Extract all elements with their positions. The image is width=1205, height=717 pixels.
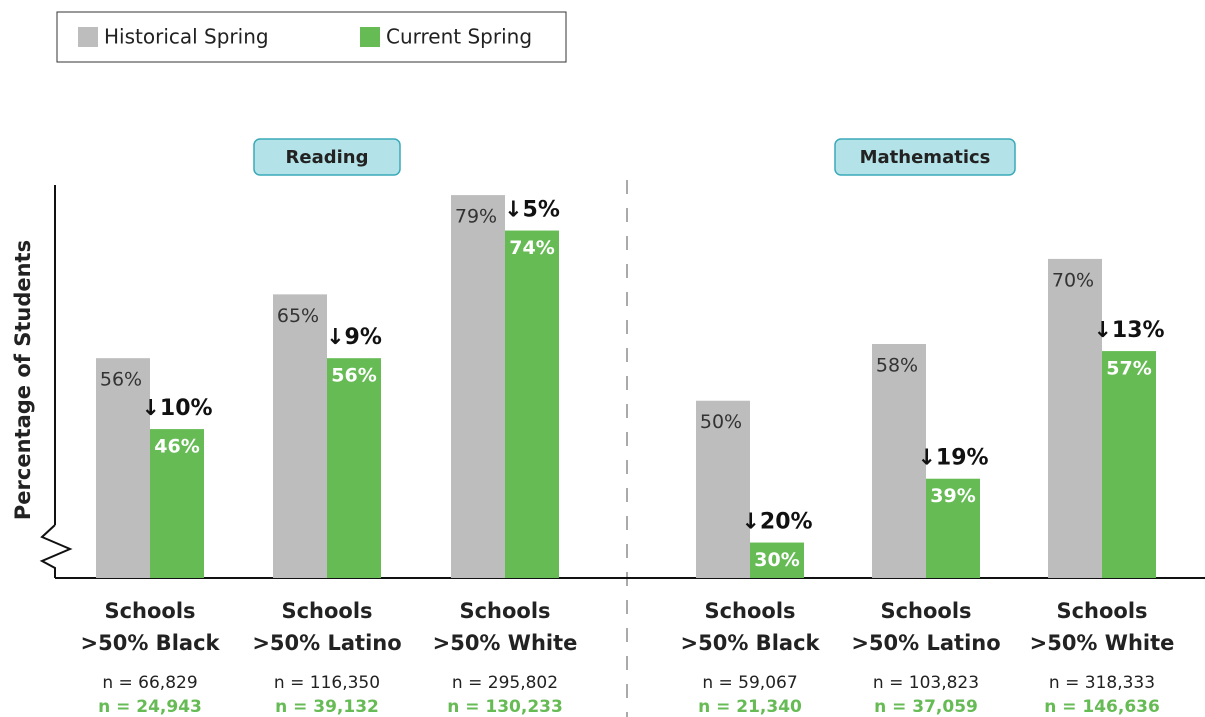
x-tick-label: >50% Latino <box>252 631 401 655</box>
n-label: n = 24,943 <box>98 697 202 717</box>
x-tick-label: >50% Latino <box>851 631 1000 655</box>
value-label: 46% <box>154 436 199 458</box>
x-tick-label: Schools <box>704 599 795 623</box>
panel-title: Mathematics <box>860 147 991 168</box>
x-tick-label: >50% Black <box>681 631 821 655</box>
bar <box>1048 258 1102 578</box>
x-tick-label: Schools <box>459 599 550 623</box>
n-label: n = 39,132 <box>275 697 379 717</box>
change-label: ↓19% <box>917 446 988 471</box>
value-label: 70% <box>1052 269 1094 291</box>
value-label: 56% <box>100 369 142 391</box>
n-label: n = 295,802 <box>452 673 558 693</box>
x-tick-label: Schools <box>104 599 195 623</box>
value-label: 39% <box>930 485 975 507</box>
value-label: 65% <box>277 305 319 327</box>
bar <box>96 358 150 578</box>
value-label: 50% <box>700 411 742 433</box>
bar <box>696 400 750 578</box>
change-label: ↓5% <box>504 198 560 223</box>
n-label: n = 116,350 <box>274 673 380 693</box>
x-tick-label: >50% Black <box>81 631 221 655</box>
panel-title-box <box>834 138 1016 176</box>
value-label: 58% <box>876 355 918 377</box>
n-label: n = 21,340 <box>698 697 802 717</box>
change-label: ↓9% <box>326 325 382 350</box>
x-tick-label: Schools <box>281 599 372 623</box>
value-label: 57% <box>1106 358 1151 380</box>
n-label: n = 37,059 <box>874 697 978 717</box>
change-label: ↓20% <box>741 510 812 535</box>
x-tick-label: >50% White <box>433 631 578 655</box>
n-label: n = 130,233 <box>447 697 563 717</box>
change-label: ↓10% <box>141 396 212 421</box>
bar <box>273 294 327 578</box>
legend-swatch <box>78 27 98 47</box>
n-label: n = 59,067 <box>702 673 797 693</box>
y-axis-label: Percentage of Students <box>11 240 35 520</box>
n-label: n = 66,829 <box>102 673 197 693</box>
x-tick-label: Schools <box>880 599 971 623</box>
axis-break <box>39 524 73 578</box>
value-label: 56% <box>331 365 376 387</box>
n-label: n = 146,636 <box>1044 697 1160 717</box>
bar <box>926 478 980 578</box>
legend-label: Current Spring <box>386 25 532 49</box>
bar <box>150 429 204 578</box>
bar <box>750 542 804 578</box>
bar <box>1102 351 1156 578</box>
change-label: ↓13% <box>1093 318 1164 343</box>
value-label: 79% <box>455 206 497 228</box>
panel-title-box <box>253 138 401 176</box>
bar <box>327 358 381 578</box>
n-label: n = 318,333 <box>1049 673 1155 693</box>
x-tick-label: >50% White <box>1030 631 1175 655</box>
value-label: 30% <box>754 549 799 571</box>
legend-swatch <box>360 27 380 47</box>
legend-label: Historical Spring <box>104 25 269 49</box>
bar <box>505 230 559 578</box>
x-tick-label: Schools <box>1056 599 1147 623</box>
bar <box>451 195 505 578</box>
legend-box <box>56 11 567 63</box>
n-label: n = 103,823 <box>873 673 979 693</box>
value-label: 74% <box>509 237 554 259</box>
panel-title: Reading <box>286 147 369 168</box>
bar <box>872 344 926 578</box>
